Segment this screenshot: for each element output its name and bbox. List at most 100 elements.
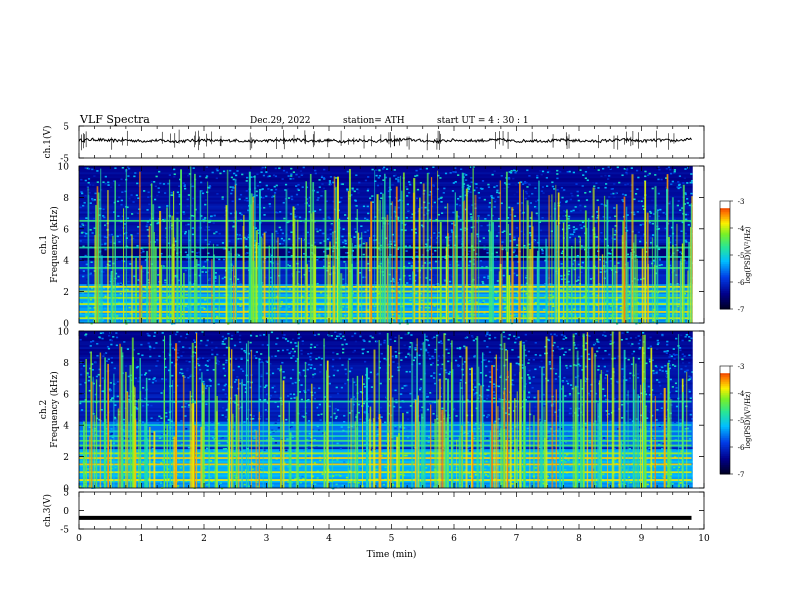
spectrogram-cell [437,235,440,238]
spectrogram-cell [191,279,194,282]
spectrogram-cell [566,382,570,385]
spectrogram-cell [566,367,569,369]
spectrogram-cell [473,393,476,395]
spectrogram-cell [216,193,219,195]
spectrogram-cell [302,252,306,255]
spectrogram-sferic [631,174,634,323]
spectrogram-cell [488,202,492,204]
spectrogram-cell [403,344,406,347]
spectrogram-cell [594,255,597,257]
spectrogram-cell [82,245,85,248]
spectrogram-cell [272,174,276,177]
spectrogram-sferic [168,179,171,323]
spectrogram-cell [390,229,393,232]
spectrogram-sferic [557,192,560,323]
spectrogram-cell [439,197,442,199]
spectrogram-cell [673,269,676,272]
spectrogram-row [79,295,704,298]
spectrogram-cell [319,229,322,232]
spectrogram-cell [504,426,507,429]
spectrogram-cell [298,373,301,376]
spectrogram-cell [322,187,326,190]
spectrogram-cell [243,349,246,352]
spectrogram-cell [367,440,371,443]
spectrogram-cell [318,387,321,390]
spectrogram-cell [636,278,639,281]
spectrogram-sferic [152,204,155,323]
spectrogram-cell [495,298,498,301]
spectrogram-cell [229,252,232,255]
spectrogram-cell [178,193,181,196]
spectrogram-cell [656,453,660,456]
spectrogram-cell [166,468,170,470]
spectrogram-cell [496,280,499,282]
spectrogram-cell [236,383,240,386]
spectrogram-cell [154,450,157,453]
spectrogram-cell [197,358,200,360]
spectrogram-cell [85,263,88,266]
spectrogram-cell [120,318,123,320]
spectrogram-cell [334,331,337,334]
spectrogram-cell [543,420,547,422]
spectrogram-sferic [100,168,102,323]
spectrogram-cell [108,264,111,267]
spectrogram-cell [342,351,345,354]
spectrogram-cell [215,257,219,259]
spectrogram-cell [380,228,384,231]
spectrogram-cell [155,473,159,475]
spectrogram-cell [580,271,583,274]
spectrogram-cell [654,174,657,176]
spectrogram-cell [249,386,252,389]
spectrogram-row [79,252,704,255]
spectrogram-cell [353,228,357,230]
spectrogram-cell [542,393,545,396]
spectrogram-cell [291,277,294,280]
spectrogram-cell [577,279,580,282]
spectrogram-cell [669,283,672,285]
spectrogram-cell [152,378,155,381]
spectrogram-cell [429,248,432,251]
spectrogram-cell [481,180,485,182]
spectrogram-cell [525,181,529,184]
spectrogram-cell [477,191,480,194]
spectrogram-cell [620,338,624,341]
spectrogram-cell [609,168,612,170]
spectrogram-cell [326,248,329,250]
spectrogram-cell [79,258,82,260]
spectrogram-row [79,189,704,192]
spectrogram-row [79,258,704,261]
spectrogram-cell [596,245,599,247]
spectrogram-sferic [647,263,649,323]
spectrogram-cell [290,301,294,303]
spectrogram-cell [501,231,504,234]
spectrogram-cell [526,374,530,376]
spectrogram-cell [149,223,153,226]
spectrogram-cell [440,342,443,345]
spectrogram-cell [655,322,659,325]
spectrogram-cell [520,181,523,183]
spectrogram-cell [635,322,638,325]
spectrogram-cell [564,458,568,460]
spectrogram-cell [507,177,511,179]
spectrogram-cell [178,305,181,308]
spectrogram-cell [288,238,291,240]
spectrogram-row [79,270,704,273]
spectrogram-cell [301,340,304,342]
spectrogram-sferic [250,193,253,323]
spectrogram-cell [286,438,289,440]
spectrogram-cell [484,374,488,377]
colorbar-step [720,269,730,272]
spectrogram-cell [494,357,497,359]
spectrogram-cell [112,336,115,338]
spectrogram-cell [683,483,686,486]
spectrogram-cell [488,206,491,208]
spectrogram-sferic [296,271,298,323]
spectrogram-sferic [603,195,606,323]
spectrogram-sferic [625,240,627,323]
spectrogram-cell [515,338,518,340]
spectrogram-cell [101,377,104,379]
spectrogram-cell [266,175,270,178]
spectrogram-row [79,185,704,188]
spectrogram-sferic [597,206,600,323]
spectrogram-cell [240,298,243,301]
